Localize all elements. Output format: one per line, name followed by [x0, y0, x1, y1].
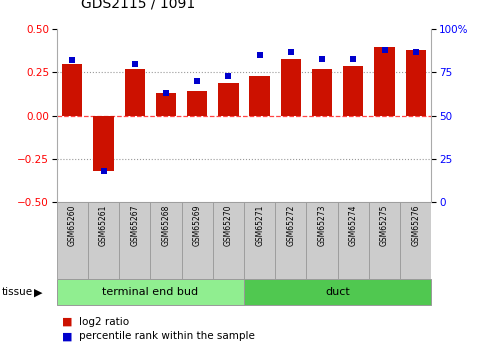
Bar [275, 202, 307, 279]
Bar [338, 202, 369, 279]
Bar [156, 93, 176, 116]
Bar [281, 59, 301, 116]
Bar [187, 91, 208, 116]
Bar [119, 202, 150, 279]
Bar [244, 279, 431, 305]
Bar [181, 202, 213, 279]
Text: ▶: ▶ [34, 287, 42, 297]
Text: ■: ■ [62, 317, 72, 327]
Bar [125, 69, 145, 116]
Text: GSM65272: GSM65272 [286, 205, 295, 246]
Bar [57, 202, 88, 279]
Text: GSM65260: GSM65260 [68, 205, 77, 246]
Text: GSM65276: GSM65276 [411, 205, 420, 246]
Text: GSM65275: GSM65275 [380, 205, 389, 246]
Text: tissue: tissue [2, 287, 33, 297]
Text: log2 ratio: log2 ratio [79, 317, 129, 327]
Bar [244, 202, 275, 279]
Bar [218, 83, 239, 116]
Bar [88, 202, 119, 279]
Bar [374, 47, 395, 116]
Text: ■: ■ [62, 332, 72, 341]
Bar [249, 76, 270, 116]
Bar [57, 279, 244, 305]
Bar [369, 202, 400, 279]
Bar [62, 64, 82, 116]
Text: GSM65269: GSM65269 [193, 205, 202, 246]
Bar [213, 202, 244, 279]
Text: terminal end bud: terminal end bud [103, 287, 198, 297]
Bar [400, 202, 431, 279]
Text: duct: duct [325, 287, 350, 297]
Bar [406, 50, 426, 116]
Text: GDS2115 / 1091: GDS2115 / 1091 [81, 0, 196, 10]
Text: GSM65271: GSM65271 [255, 205, 264, 246]
Bar [93, 116, 114, 171]
Text: GSM65268: GSM65268 [162, 205, 171, 246]
Text: GSM65267: GSM65267 [130, 205, 139, 246]
Text: GSM65274: GSM65274 [349, 205, 358, 246]
Text: GSM65273: GSM65273 [317, 205, 326, 246]
Text: GSM65270: GSM65270 [224, 205, 233, 246]
Bar [150, 202, 181, 279]
Text: GSM65261: GSM65261 [99, 205, 108, 246]
Text: percentile rank within the sample: percentile rank within the sample [79, 332, 255, 341]
Bar [307, 202, 338, 279]
Bar [312, 69, 332, 116]
Bar [343, 66, 363, 116]
